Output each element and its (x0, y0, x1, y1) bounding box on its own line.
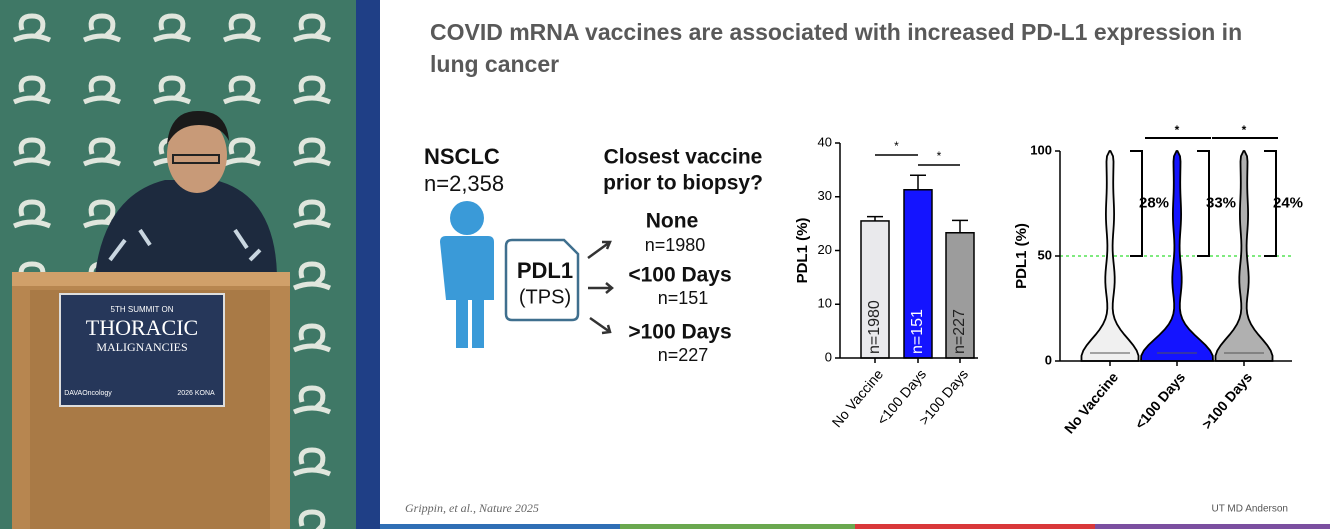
group-n: n=227 (658, 345, 709, 365)
affiliation: UT MD Anderson (1211, 504, 1288, 515)
group-n: n=151 (658, 288, 709, 308)
bar (903, 189, 933, 359)
group-label: >100 Days (628, 321, 731, 344)
podium-text: 5TH SUMMIT ON (111, 305, 174, 314)
marker: PDL1 (517, 258, 573, 283)
bracket-label: 24% (1273, 194, 1303, 211)
bracket (1197, 150, 1210, 257)
person-icon (440, 201, 494, 348)
bracket (1264, 150, 1277, 257)
blue-strip (356, 0, 380, 529)
bar (860, 220, 890, 359)
cohort: NSCLC (424, 144, 500, 169)
footer-bar (380, 524, 1330, 529)
bar-label: n=151 (909, 309, 926, 354)
bar-label: n=227 (951, 309, 968, 354)
slide-title: lung cancer (430, 51, 559, 77)
y-tick-label: 30 (818, 188, 832, 203)
y-tick-label: 40 (818, 134, 832, 149)
y-tick-label: 100 (1030, 142, 1052, 157)
y-tick-label: 0 (1045, 352, 1052, 367)
bracket-label: 28% (1139, 194, 1169, 211)
group-label: <100 Days (628, 264, 731, 287)
question: Closest vaccine (604, 146, 763, 169)
bar (945, 232, 975, 359)
y-tick-label: 0 (825, 349, 832, 364)
question: prior to biopsy? (603, 172, 763, 195)
citation: Grippin, et al., Nature 2025 (405, 501, 539, 515)
podium: 5TH SUMMIT ON THORACIC MALIGNANCIES DAVA… (12, 272, 290, 529)
violin (1214, 150, 1274, 362)
cohort-n: n=2,358 (424, 171, 504, 196)
document-icon (504, 238, 580, 322)
marker-sub: (TPS) (519, 286, 571, 308)
y-tick-label: 20 (818, 242, 832, 257)
significance-label: * (1242, 123, 1247, 137)
bracket-label: 33% (1206, 194, 1236, 211)
podium-text: 2026 KONA (177, 390, 215, 397)
group-label: None (646, 210, 699, 233)
y-tick-label: 10 (818, 296, 832, 311)
y-axis-label: PDL1 (%) (794, 218, 811, 284)
y-axis-label: PDL1 (%) (1013, 223, 1030, 289)
arrows (587, 240, 614, 335)
podium-text: MALIGNANCIES (96, 340, 187, 354)
significance-label: * (937, 149, 942, 163)
bar-label: n=1980 (866, 300, 883, 354)
podium-text: DAVAOncology (64, 390, 112, 397)
significance-label: * (1175, 123, 1180, 137)
podium-text: THORACIC (86, 315, 198, 340)
group-n: n=1980 (645, 235, 706, 255)
violin (1140, 150, 1214, 362)
violin (1080, 150, 1140, 362)
y-tick-label: 50 (1038, 247, 1052, 262)
slide-title: COVID mRNA vaccines are associated with … (430, 19, 1242, 45)
bracket (1130, 150, 1143, 257)
speaker (95, 110, 277, 275)
significance-label: * (894, 139, 899, 153)
